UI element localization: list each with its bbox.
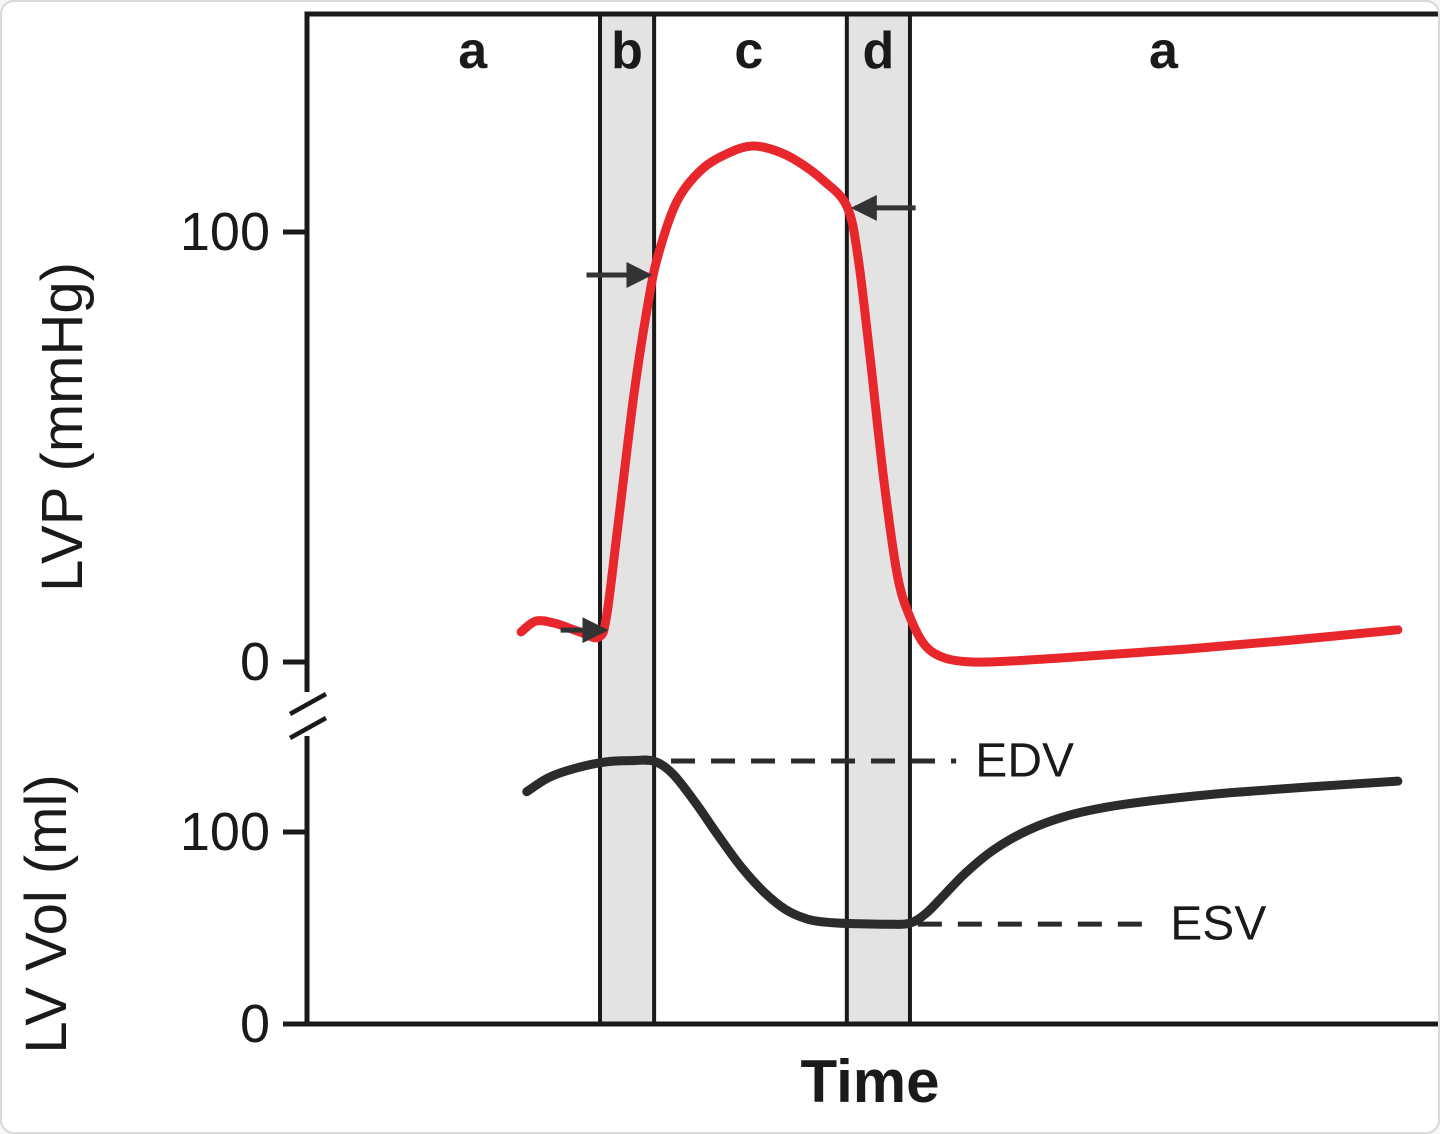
series-lv-vol [522,755,1403,929]
plot-frame [288,11,1438,1027]
curves [516,141,1403,929]
phase-label-a: a [458,22,488,80]
phase-label-a: a [1149,22,1179,80]
annotation-arrows [560,194,916,644]
phase-bands [598,14,912,1024]
tick-label-pressure-0: 0 [240,632,270,692]
phase-band-b [600,14,655,1024]
ref-label-edv: EDV [975,734,1074,787]
axis-ticks: 100 0 100 0 [180,202,305,1054]
series-lvp [516,141,1403,667]
volume-axis-title: LV Vol (ml) [14,774,79,1053]
tick-label-volume-0: 0 [240,994,270,1054]
phase-label-d: d [863,22,895,80]
tick-label-volume-100: 100 [180,802,270,862]
tick-label-pressure-100: 100 [180,202,270,262]
ref-label-esv: ESV [1170,898,1266,951]
phase-label-b: b [611,22,643,80]
x-axis-title: Time [801,1048,940,1115]
reference-lines: EDV ESV [671,734,1266,951]
pressure-axis-title: LVP (mmHg) [30,262,95,592]
phase-label-c: c [734,22,763,80]
axis-break [288,716,328,740]
phase-band-d [846,14,910,1024]
axis-break [288,692,328,716]
